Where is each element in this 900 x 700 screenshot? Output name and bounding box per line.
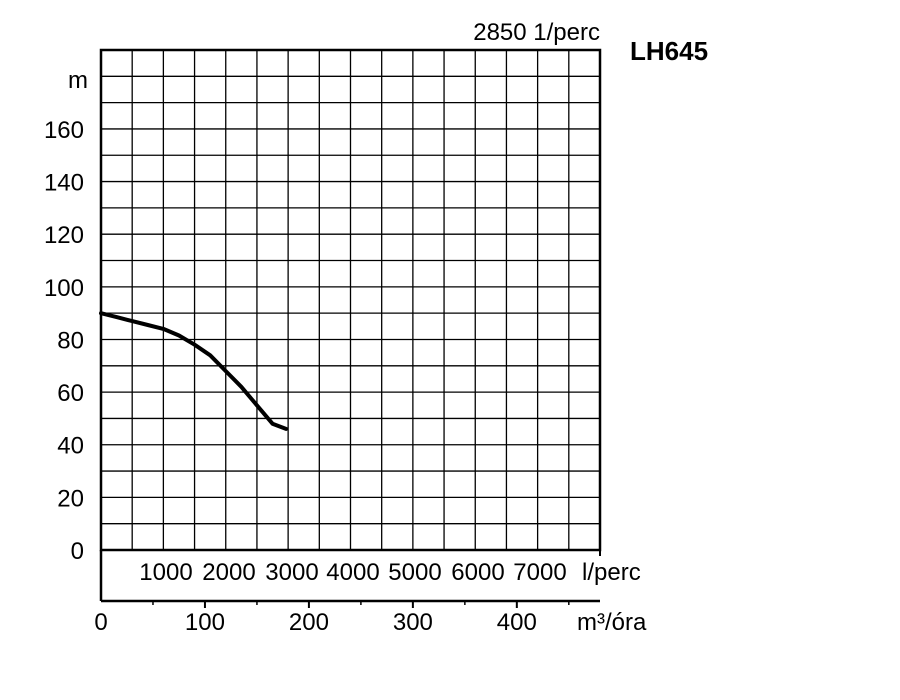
primary-x-unit-label: m³/óra xyxy=(577,609,647,636)
primary-x-tick-label: 400 xyxy=(497,609,537,636)
secondary-x-tick-label: 7000 xyxy=(513,559,566,586)
y-tick-label: 40 xyxy=(57,433,84,460)
y-tick-label: 140 xyxy=(44,170,84,197)
secondary-x-tick-label: 2000 xyxy=(202,559,255,586)
speed-label: 2850 1/perc xyxy=(473,19,600,46)
secondary-x-tick-label: 3000 xyxy=(265,559,318,586)
y-tick-label: 20 xyxy=(57,485,84,512)
secondary-x-tick-label: 6000 xyxy=(451,559,504,586)
secondary-x-tick-label: 4000 xyxy=(326,559,379,586)
grid xyxy=(101,50,600,550)
secondary-x-unit-label: l/perc xyxy=(582,559,641,586)
head-curve xyxy=(99,311,288,431)
plot-border xyxy=(99,48,602,552)
primary-x-tick-label: 0 xyxy=(94,609,107,636)
secondary-x-tick-label: 5000 xyxy=(388,559,441,586)
primary-x-tick-label: 200 xyxy=(289,609,329,636)
primary-x-tick-label: 100 xyxy=(185,609,225,636)
primary-x-tick-label: 300 xyxy=(393,609,433,636)
curve-layer xyxy=(99,311,288,431)
y-tick-label: 160 xyxy=(44,117,84,144)
y-tick-label: 100 xyxy=(44,275,84,302)
y-tick-label: 80 xyxy=(57,327,84,354)
model-label: LH645 xyxy=(630,36,708,66)
y-unit-label: m xyxy=(68,67,88,94)
y-tick-label: 120 xyxy=(44,222,84,249)
secondary-x-tick-label: 1000 xyxy=(139,559,192,586)
y-tick-label: 60 xyxy=(57,380,84,407)
y-tick-label: 0 xyxy=(71,538,84,565)
